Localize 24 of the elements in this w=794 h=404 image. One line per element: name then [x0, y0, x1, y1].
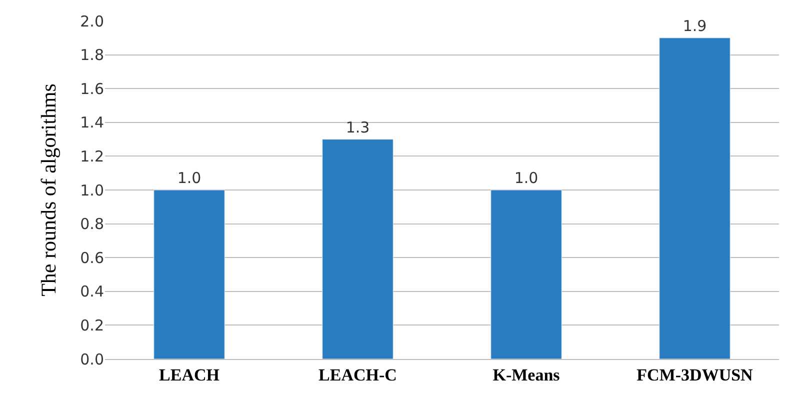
- y-tick-label: 0.2: [80, 316, 104, 334]
- data-label: 1.3: [346, 118, 370, 136]
- bar: [154, 190, 225, 359]
- data-label: 1.9: [682, 16, 707, 35]
- y-tick-label: 1.2: [80, 147, 104, 166]
- x-tick-label: LEACH-C: [318, 365, 397, 384]
- y-tick-label: 0.6: [80, 248, 104, 267]
- y-tick-label: 2.0: [80, 12, 104, 30]
- x-tick-label: K-Means: [492, 365, 560, 384]
- y-tick-label: 1.8: [80, 46, 104, 64]
- x-tick-label: FCM-3DWUSN: [636, 365, 754, 384]
- y-tick-label: 0.4: [80, 282, 104, 301]
- x-tick-label: LEACH: [159, 365, 220, 384]
- y-tick-label: 1.6: [80, 80, 104, 98]
- y-tick-label: 0.0: [80, 350, 104, 368]
- bar: [322, 139, 394, 359]
- data-label: 1.0: [514, 169, 538, 187]
- y-tick-label: 0.8: [80, 215, 104, 234]
- bar: [490, 190, 562, 359]
- bar: [659, 38, 730, 359]
- y-axis-title: The rounds of algorithms: [36, 84, 60, 296]
- y-tick-label: 1.4: [80, 114, 104, 132]
- y-tick-label: 1.0: [80, 181, 104, 200]
- data-label: 1.0: [177, 169, 202, 187]
